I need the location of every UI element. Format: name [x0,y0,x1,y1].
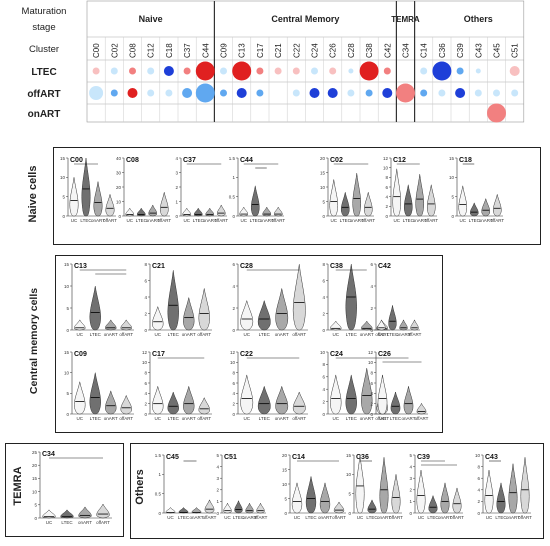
cluster-label-c08: C08 [129,43,138,58]
dot-offart-c36 [438,89,446,97]
row-label-cluster: Cluster [29,44,59,55]
cluster-label-c51: C51 [511,43,520,58]
cluster-label-c45: C45 [493,43,502,58]
others-panel-box [130,443,544,539]
row-label-ltec: LTEC [31,67,56,78]
dot-ltec-c17 [256,67,264,75]
row-label-offart: offART [27,89,60,100]
dot-ltec-c28 [348,68,354,74]
dot-offart-c45 [493,89,500,97]
cluster-label-c28: C28 [347,43,356,58]
dot-offart-c09 [220,89,227,97]
row-label-onart: onART [28,109,61,120]
cluster-label-c14: C14 [420,43,429,58]
row-label-stage-2: stage [32,22,55,33]
dot-ltec-c09 [220,67,227,75]
dot-offart-c17 [256,89,264,97]
dot-ltec-c21 [274,67,282,75]
cluster-label-c38: C38 [365,43,374,58]
dot-ltec-c14 [420,67,428,75]
naive-panel-box [53,147,541,245]
dot-ltec-c02 [110,67,118,75]
dot-ltec-c37 [183,67,191,75]
cluster-label-c44: C44 [201,43,210,58]
dot-ltec-c36 [432,61,452,81]
stage-label-others: Others [464,14,493,24]
dot-offart-c39 [455,88,466,98]
stage-label-naive: Naive [139,14,163,24]
cluster-label-c09: C09 [220,43,229,58]
cluster-label-c18: C18 [165,43,174,58]
dot-offart-c26 [327,88,338,98]
dot-offart-c18 [165,89,173,97]
dot-offart-c44 [195,83,215,103]
central-memory-panel-box [55,255,443,433]
others-panel-title: Others [134,469,146,505]
dot-offart-c24 [309,88,320,98]
dot-ltec-c22 [292,67,300,75]
dot-ltec-c43 [475,68,481,74]
dot-ltec-c38 [359,61,379,81]
dot-offart-c13 [236,88,247,98]
cluster-label-c17: C17 [256,43,265,58]
central-memory-panel-title: Central memory cells [28,287,40,395]
dot-ltec-c44 [195,61,215,81]
dot-offart-c38 [365,89,373,97]
cluster-label-c24: C24 [311,43,320,58]
dot-ltec-c08 [129,67,136,75]
cluster-label-c12: C12 [147,43,156,58]
dot-ltec-c12 [147,67,155,75]
dot-ltec-c39 [456,67,464,75]
temra-panel-box [5,443,124,537]
dot-offart-c02 [110,89,118,97]
dot-offart-c14 [420,89,428,97]
dot-offart-c08 [127,88,138,98]
cluster-label-c42: C42 [383,43,392,58]
dot-offart-c43 [474,89,482,97]
dot-ltec-c13 [232,61,252,81]
cluster-dot-matrix: Maturation stage Cluster LTEC offART onART C00… [22,0,525,123]
dot-ltec-c51 [509,66,520,76]
dot-ltec-c26 [329,67,337,75]
dot-onart-c45 [487,103,506,123]
dot-offart-c34 [396,83,415,103]
naive-panel-title: Naive cells [27,165,39,223]
dot-offart-c22 [292,89,300,97]
dot-offart-c37 [182,88,193,98]
dot-offart-c42 [382,88,393,98]
stage-label-central-memory: Central Memory [271,14,339,24]
temra-panel-title: TEMRA [12,466,24,506]
dot-ltec-c00 [92,67,100,75]
dot-offart-c28 [347,89,355,97]
cluster-label-c13: C13 [238,43,247,58]
row-label-stage: Maturation [22,6,67,17]
cluster-label-c39: C39 [456,43,465,58]
cluster-label-c36: C36 [438,43,447,58]
dot-offart-c51 [511,89,519,97]
stage-label-temra: TEMRA [391,15,420,24]
dot-ltec-c24 [311,67,318,75]
cluster-label-c02: C02 [110,43,119,58]
dot-ltec-c42 [383,67,391,75]
dot-ltec-c18 [163,66,174,76]
cluster-label-c43: C43 [474,43,483,58]
cluster-label-c34: C34 [402,43,411,58]
cluster-label-c26: C26 [329,43,338,58]
cluster-label-c22: C22 [292,43,301,58]
dot-offart-c12 [147,89,155,97]
cluster-label-c21: C21 [274,43,283,58]
dot-offart-c00 [89,86,104,100]
cluster-label-c00: C00 [92,43,101,58]
cluster-label-c37: C37 [183,43,192,58]
